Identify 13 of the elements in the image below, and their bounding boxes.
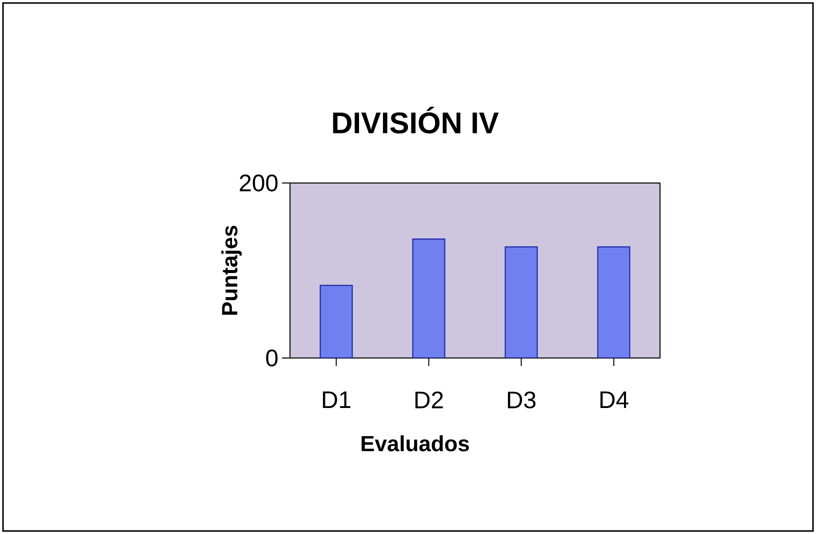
bar xyxy=(412,238,446,358)
y-tick-label: 200 xyxy=(240,174,278,192)
x-tick-label: D2 xyxy=(415,392,443,408)
x-tick-label: D3 xyxy=(508,392,536,408)
x-tick-label: D4 xyxy=(600,392,628,408)
chart-title: DIVISIÓN IV xyxy=(333,106,499,134)
bar xyxy=(597,246,630,358)
x-axis-title: Evaluados xyxy=(362,435,469,452)
x-tick-label: D1 xyxy=(322,392,350,408)
bar xyxy=(320,284,353,358)
y-axis-title: Puntajes xyxy=(221,226,242,315)
bar xyxy=(504,246,538,358)
y-tick-label: 0 xyxy=(266,350,278,366)
